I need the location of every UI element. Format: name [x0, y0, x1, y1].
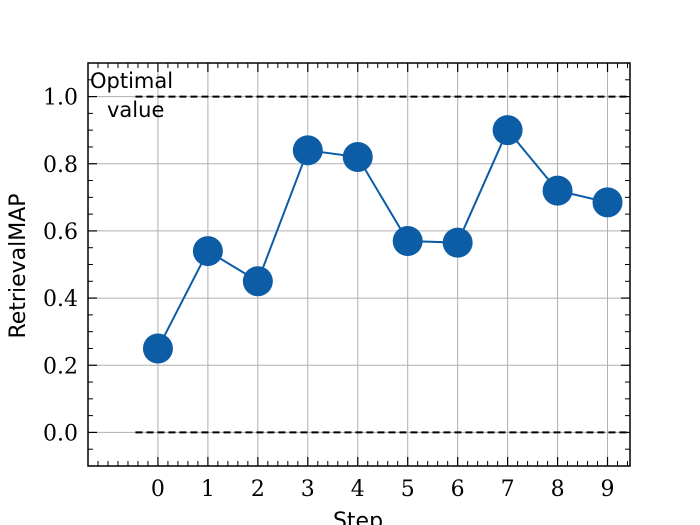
- data-point: [292, 135, 323, 166]
- data-point: [242, 266, 273, 297]
- series-polyline: [157, 128, 608, 349]
- x-tick-label: 6: [451, 477, 465, 502]
- annotation-optimal-line2: value: [107, 98, 164, 122]
- series-points: [142, 115, 623, 364]
- data-point: [392, 225, 423, 256]
- plot-frame: [87, 62, 631, 467]
- grid: [88, 63, 630, 466]
- x-axis-label: Step: [333, 509, 383, 525]
- x-tick-label: 3: [301, 477, 315, 502]
- y-tick-label: 0.0: [43, 421, 78, 446]
- data-point: [492, 115, 523, 146]
- y-tick-label: 1.0: [43, 86, 78, 111]
- y-tick-label: 0.4: [43, 287, 78, 312]
- x-tick-label: 0: [151, 477, 165, 502]
- x-tick-labels: 0 1 2 3 4 5 6 7 8 9: [151, 477, 615, 502]
- x-tick-label: 5: [401, 477, 415, 502]
- data-point: [342, 142, 373, 173]
- data-point: [442, 227, 473, 258]
- y-tick-labels: 0.0 0.2 0.4 0.6 0.8 1.0: [43, 86, 78, 447]
- data-point: [142, 333, 173, 364]
- y-tick-label: 0.6: [43, 220, 78, 245]
- data-point: [192, 236, 223, 267]
- ticks: [88, 62, 630, 467]
- x-tick-label: 4: [351, 477, 365, 502]
- annotation-optimal-line1: Optimal: [90, 69, 173, 93]
- x-tick-label: 1: [201, 477, 215, 502]
- data-point: [592, 187, 623, 218]
- x-tick-label: 7: [501, 477, 515, 502]
- series-line: [157, 128, 608, 349]
- x-tick-label: 8: [551, 477, 565, 502]
- reference-lines: [135, 95, 630, 434]
- data-point: [542, 175, 573, 206]
- y-tick-label: 0.8: [43, 153, 78, 178]
- y-axis-label: RetrievalMAP: [6, 193, 31, 338]
- x-tick-label: 9: [601, 477, 615, 502]
- y-tick-label: 0.2: [43, 354, 78, 379]
- x-tick-label: 2: [251, 477, 265, 502]
